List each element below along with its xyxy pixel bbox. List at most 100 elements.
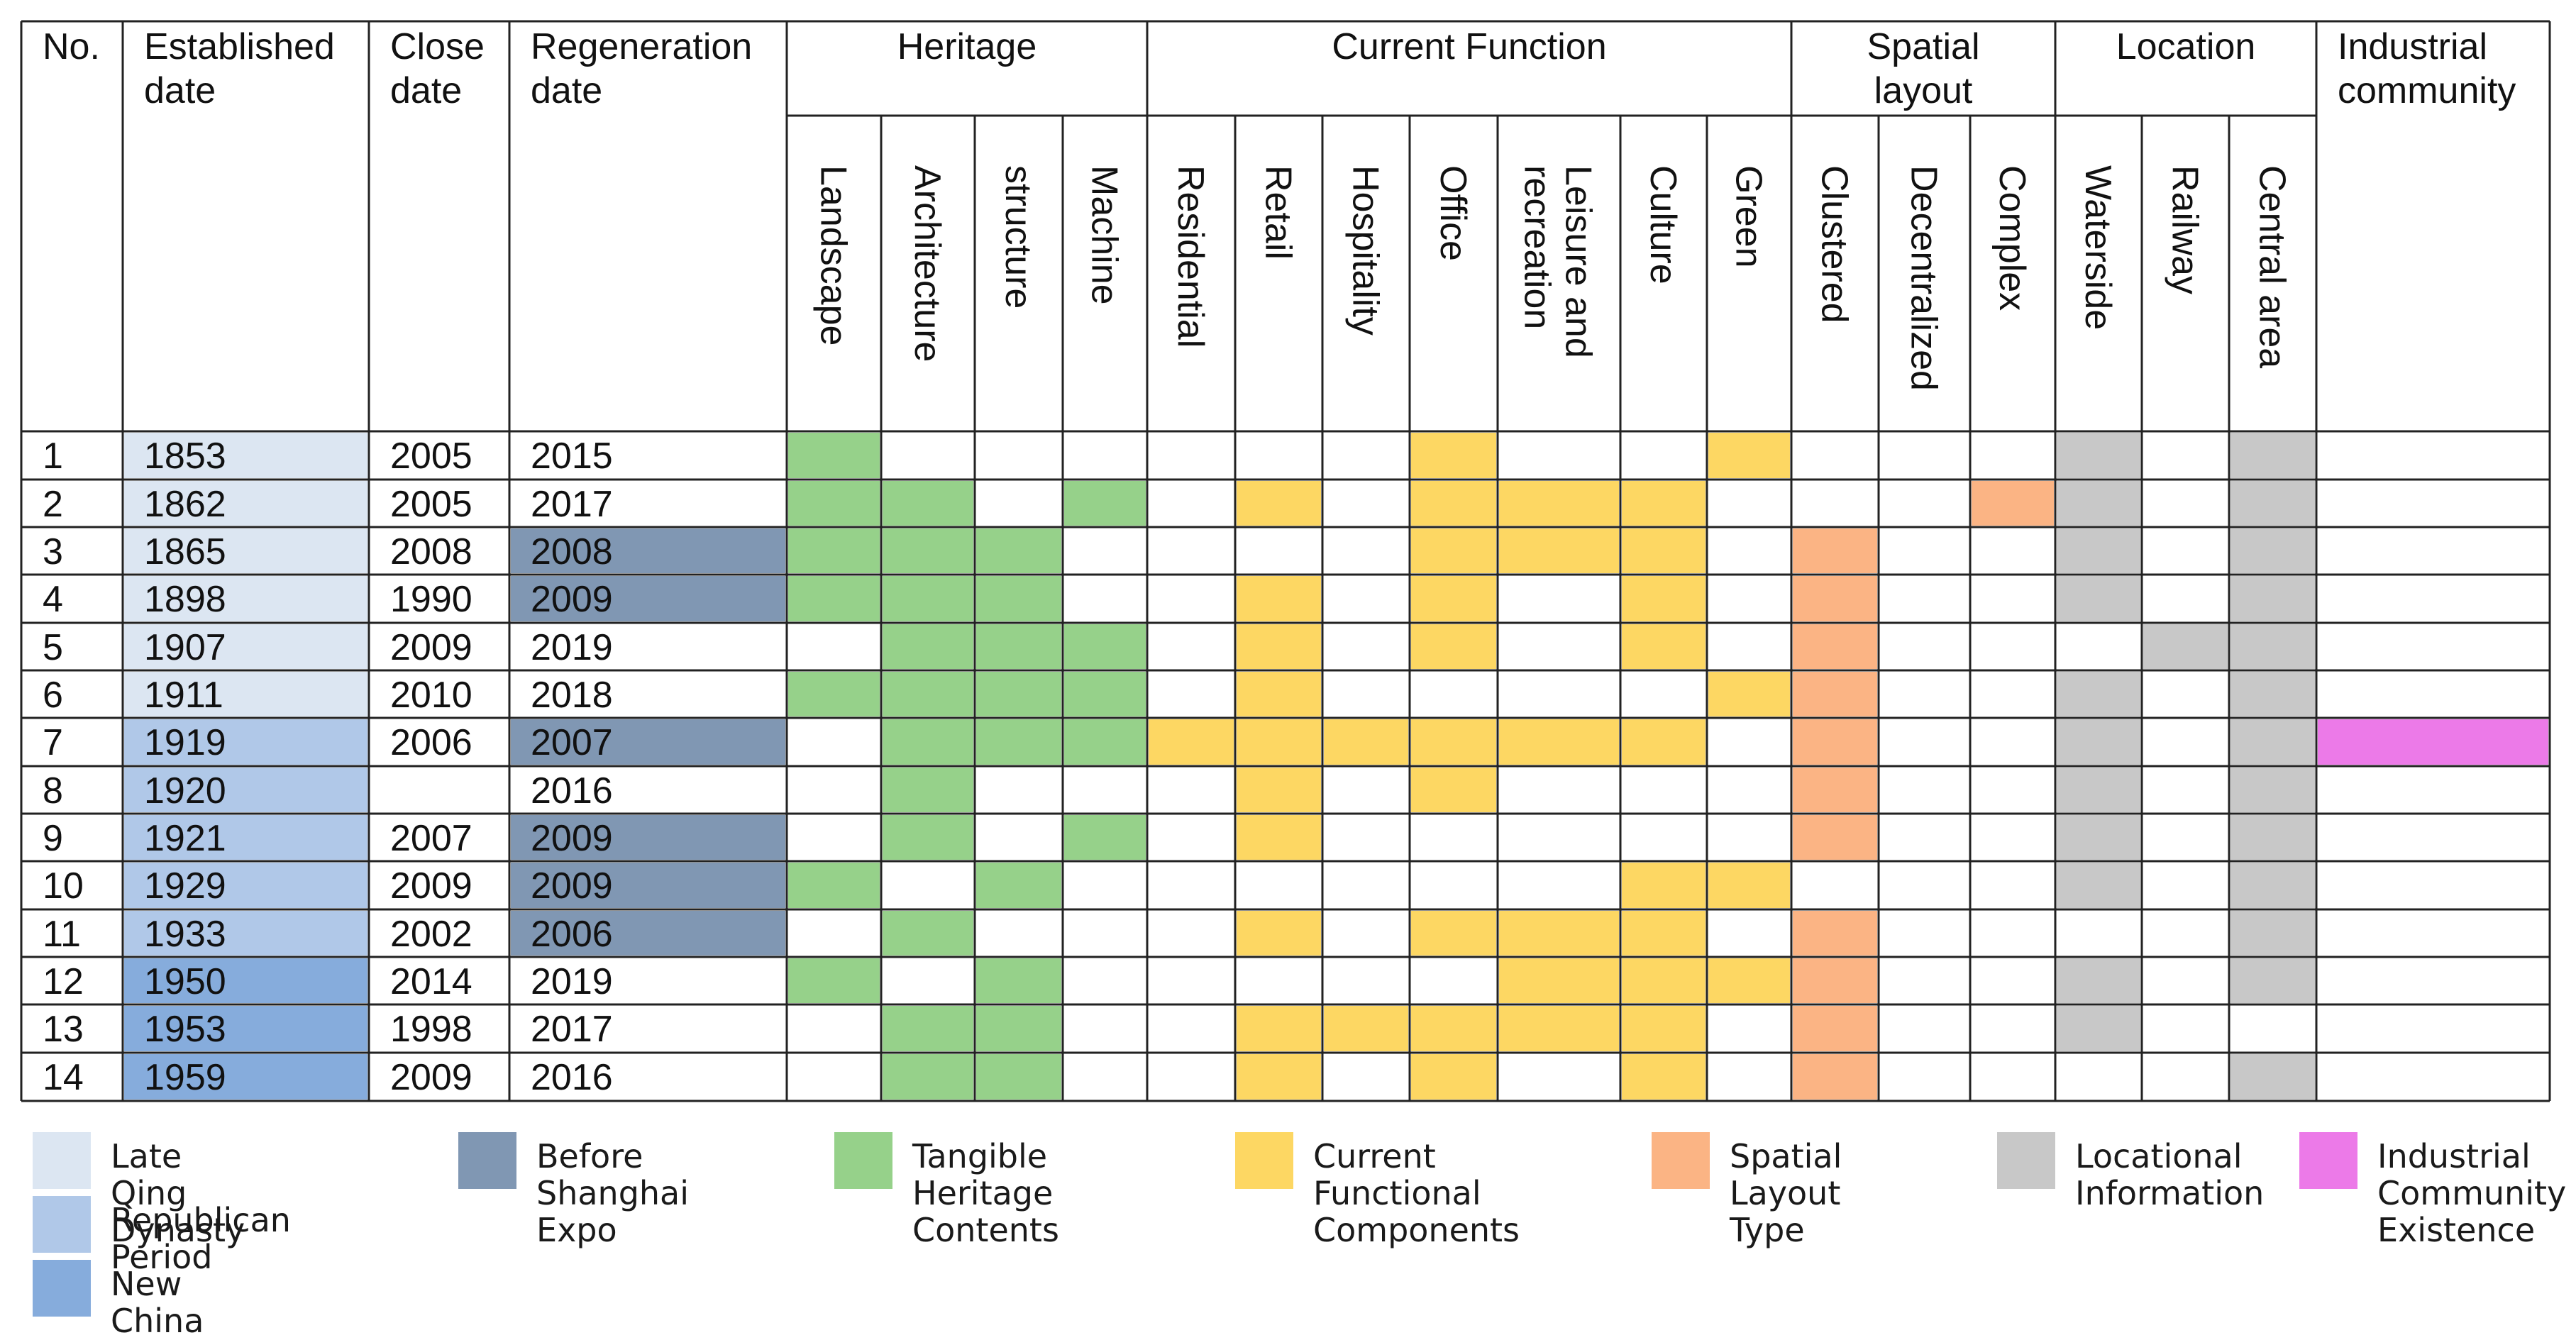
heritage-mark: [1064, 624, 1146, 669]
subheader-landscape: Landscape: [813, 165, 854, 345]
heritage-mark: [788, 576, 880, 621]
header-close: Close date: [390, 26, 485, 111]
row-number: 2: [43, 484, 63, 525]
location-mark: [2057, 528, 2140, 573]
header-heritage: Heritage: [897, 26, 1037, 67]
location-mark: [2230, 768, 2315, 812]
function-mark: [1411, 1006, 1496, 1051]
subheader-leisure-and-recreation: Leisure andrecreation: [1517, 165, 1599, 358]
row-regeneration-date: 2006: [531, 914, 613, 955]
heritage-mark: [883, 672, 973, 716]
heritage-mark: [976, 958, 1061, 1003]
function-mark: [1411, 481, 1496, 526]
layout-mark: [1793, 958, 1877, 1003]
function-mark: [1324, 1006, 1408, 1051]
heritage-mark: [788, 528, 880, 573]
established-cell: [124, 863, 367, 908]
function-mark: [1499, 958, 1619, 1003]
location-mark: [2230, 576, 2315, 621]
location-mark: [2057, 768, 2140, 812]
regeneration-cell-before-expo: [511, 528, 785, 573]
location-mark: [2057, 481, 2140, 526]
row-regeneration-date: 2009: [531, 865, 613, 907]
function-mark: [1499, 528, 1619, 573]
legend-label: Republican Period: [111, 1201, 291, 1276]
row-close-date: 2009: [390, 1057, 472, 1098]
location-mark: [2230, 719, 2315, 765]
layout-mark: [1972, 481, 2054, 526]
layout-mark: [1793, 672, 1877, 716]
subheader-clustered: Clustered: [1814, 165, 1855, 323]
subheader-culture: Culture: [1642, 165, 1684, 284]
subheader-railway: Railway: [2165, 165, 2206, 294]
row-established-date: 1933: [144, 914, 226, 955]
heritage-mark: [788, 863, 880, 908]
established-cell: [124, 958, 367, 1003]
header-current-function: Current Function: [1332, 26, 1606, 67]
row-close-date: 2009: [390, 627, 472, 668]
location-mark: [2230, 1054, 2315, 1100]
layout-mark: [1793, 576, 1877, 621]
function-mark: [1237, 481, 1321, 526]
subheader-retail: Retail: [1258, 165, 1299, 260]
location-mark: [2057, 576, 2140, 621]
regeneration-cell-before-expo: [511, 815, 785, 860]
function-mark: [1622, 576, 1706, 621]
legend-swatch: [458, 1132, 516, 1189]
heritage-mark: [976, 863, 1061, 908]
header-established: Established date: [144, 26, 335, 111]
layout-mark: [1793, 1054, 1877, 1100]
established-cell: [124, 528, 367, 573]
function-mark: [1411, 433, 1496, 478]
row-regeneration-date: 2008: [531, 531, 613, 572]
legend-swatch: [33, 1196, 91, 1253]
function-mark: [1622, 958, 1706, 1003]
location-mark: [2143, 624, 2228, 669]
function-mark: [1411, 624, 1496, 669]
heritage-mark: [976, 1006, 1061, 1051]
row-established-date: 1911: [144, 675, 223, 716]
location-mark: [2057, 1006, 2140, 1051]
function-mark: [1622, 911, 1706, 956]
subheader-decentralized: Decentralized: [1903, 165, 1945, 391]
function-mark: [1411, 528, 1496, 573]
legend-label: Before Shanghai Expo: [536, 1137, 690, 1249]
function-mark: [1237, 624, 1321, 669]
heritage-mark: [883, 1054, 973, 1100]
function-mark: [1622, 863, 1706, 908]
row-close-date: 2014: [390, 961, 472, 1002]
regeneration-cell-before-expo: [511, 576, 785, 621]
row-number: 3: [43, 531, 63, 572]
established-cell: [124, 1054, 367, 1100]
community-mark: [2318, 719, 2548, 765]
row-close-date: 1990: [390, 579, 472, 620]
location-mark: [2057, 815, 2140, 860]
row-established-date: 1950: [144, 961, 226, 1002]
function-mark: [1411, 768, 1496, 812]
heritage-mark: [976, 576, 1061, 621]
established-cell: [124, 768, 367, 812]
row-number: 13: [43, 1009, 84, 1050]
legend-swatch: [33, 1132, 91, 1189]
heritage-mark: [976, 672, 1061, 716]
heritage-mark: [883, 719, 973, 765]
row-established-date: 1953: [144, 1009, 226, 1050]
heritage-mark: [883, 768, 973, 812]
legend-label: New China: [111, 1265, 204, 1340]
row-established-date: 1907: [144, 627, 226, 668]
established-cell: [124, 433, 367, 478]
row-close-date: 2002: [390, 914, 472, 955]
legend-label: Current Functional Components: [1313, 1137, 1520, 1249]
function-mark: [1708, 433, 1790, 478]
location-mark: [2057, 863, 2140, 908]
function-mark: [1622, 528, 1706, 573]
legend-label: Industrial Community Existence: [2377, 1137, 2567, 1249]
row-close-date: 1998: [390, 1009, 472, 1050]
established-cell: [124, 576, 367, 621]
row-established-date: 1898: [144, 579, 226, 620]
heritage-mark: [976, 624, 1061, 669]
established-cell: [124, 719, 367, 765]
row-established-date: 1865: [144, 531, 226, 572]
location-mark: [2057, 958, 2140, 1003]
location-mark: [2230, 433, 2315, 478]
